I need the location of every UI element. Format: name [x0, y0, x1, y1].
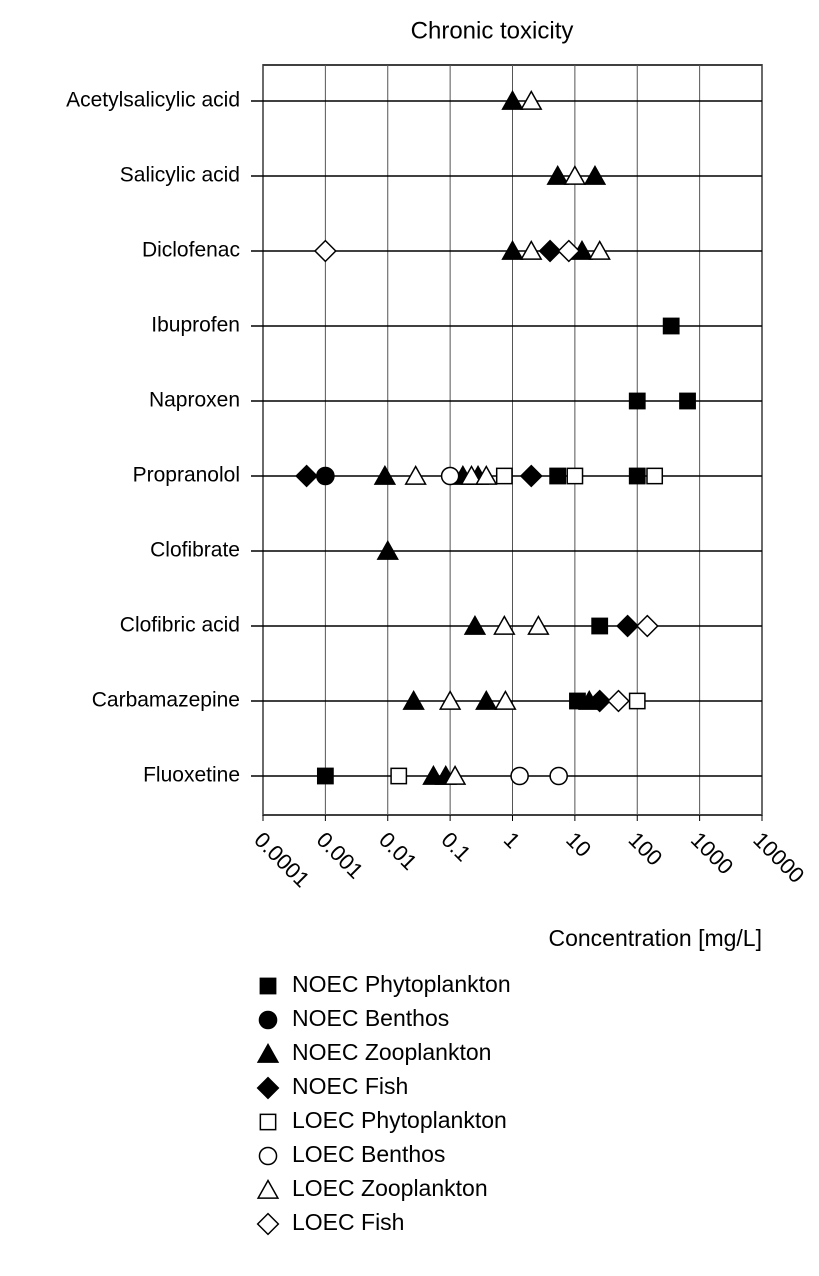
data-point: [520, 90, 543, 110]
data-point: [628, 692, 646, 710]
x-tick-label: 0.01: [374, 827, 422, 875]
data-point: [583, 165, 607, 185]
legend-marker: [258, 1146, 278, 1166]
data-point: [588, 240, 611, 260]
data-point: [538, 239, 562, 263]
legend-marker: [256, 1179, 280, 1199]
y-tick-label: Diclofenac: [142, 239, 240, 262]
data-point: [646, 467, 664, 485]
legend-label: NOEC Zooplankton: [292, 1039, 491, 1065]
data-point: [373, 465, 397, 485]
data-point: [402, 690, 425, 710]
x-tick-label: 0.1: [436, 827, 475, 866]
data-point: [546, 165, 569, 185]
y-tick-label: Ibuprofen: [151, 314, 240, 337]
data-point: [316, 466, 335, 486]
x-axis-label: Concentration [mg/L]: [548, 925, 762, 951]
data-point: [501, 90, 524, 110]
data-point: [438, 690, 462, 710]
data-point: [376, 540, 399, 560]
data-point: [316, 767, 334, 785]
legend-label: NOEC Benthos: [292, 1005, 449, 1031]
data-point: [463, 615, 487, 635]
x-tick-label: 10000: [748, 827, 809, 888]
data-point: [313, 239, 337, 263]
legend-marker: [256, 1212, 280, 1236]
data-point: [549, 467, 567, 485]
data-point: [475, 690, 498, 710]
legend-label: NOEC Fish: [292, 1073, 408, 1099]
y-tick-label: Carbamazepine: [92, 689, 240, 712]
legend-marker: [259, 977, 277, 995]
data-point: [628, 467, 646, 485]
x-tick-label: 0.001: [312, 827, 369, 884]
data-point: [404, 465, 427, 485]
chart-title: Chronic toxicity: [411, 17, 574, 44]
y-tick-label: Fluoxetine: [143, 764, 240, 787]
legend-marker: [259, 1113, 277, 1131]
y-tick-label: Acetylsalicylic acid: [66, 89, 240, 112]
legend-label: NOEC Phytoplankton: [292, 971, 511, 997]
data-point: [563, 165, 587, 185]
data-point: [616, 614, 639, 638]
data-point: [607, 689, 630, 713]
data-point: [628, 392, 646, 410]
legend-marker: [256, 1076, 280, 1100]
data-point: [475, 465, 498, 485]
data-point: [527, 615, 550, 635]
data-point: [591, 617, 609, 635]
data-point: [510, 766, 529, 786]
data-point: [494, 690, 517, 710]
data-point: [635, 614, 659, 638]
legend-marker: [258, 1010, 278, 1030]
data-point: [662, 317, 680, 335]
legend-label: LOEC Zooplankton: [292, 1175, 488, 1201]
y-tick-label: Salicylic acid: [120, 164, 240, 187]
data-point: [493, 615, 516, 635]
data-point: [566, 467, 584, 485]
data-point: [443, 765, 467, 785]
data-point: [588, 689, 612, 713]
x-tick-label: 1000: [686, 827, 738, 879]
y-tick-label: Naproxen: [149, 389, 240, 412]
data-point: [679, 392, 696, 410]
data-point: [519, 464, 543, 488]
data-point: [520, 240, 543, 260]
y-tick-label: Clofibric acid: [120, 614, 240, 637]
data-point: [295, 464, 319, 488]
data-point: [460, 465, 483, 485]
y-tick-label: Clofibrate: [150, 539, 240, 562]
legend-label: LOEC Benthos: [292, 1141, 445, 1167]
x-tick-label: 100: [624, 827, 668, 871]
data-point: [440, 466, 460, 486]
x-tick-label: 1: [499, 827, 525, 853]
data-point: [501, 240, 524, 260]
data-point: [495, 467, 513, 485]
legend-label: LOEC Fish: [292, 1209, 404, 1235]
y-tick-label: Propranolol: [133, 464, 240, 487]
legend-label: LOEC Phytoplankton: [292, 1107, 507, 1133]
x-tick-label: 0.0001: [249, 827, 314, 892]
data-point: [390, 767, 408, 785]
legend-marker: [256, 1043, 280, 1063]
data-point: [557, 239, 581, 263]
data-point: [549, 766, 568, 786]
x-tick-label: 10: [561, 827, 596, 862]
